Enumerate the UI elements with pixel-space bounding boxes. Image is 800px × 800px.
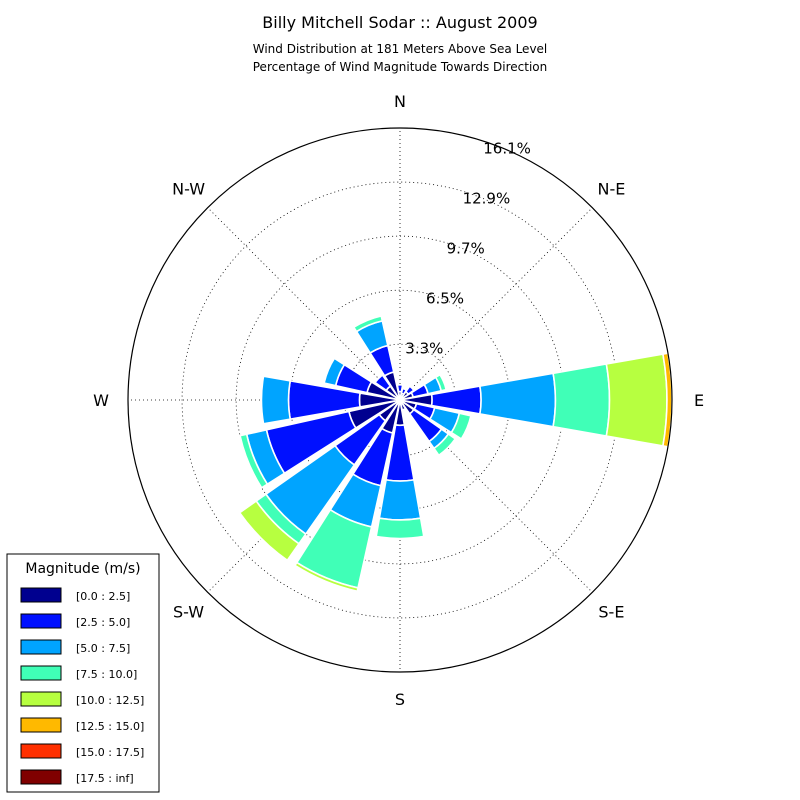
direction-label: N-W bbox=[172, 180, 205, 199]
legend-swatch bbox=[20, 717, 62, 733]
legend-label: [17.5 : inf] bbox=[76, 772, 134, 785]
wind-bar-segment bbox=[478, 372, 557, 428]
wind-bar-segment bbox=[434, 373, 448, 392]
legend-swatch bbox=[20, 769, 62, 785]
chart-title: Billy Mitchell Sodar :: August 2009 bbox=[262, 13, 537, 32]
legend-swatch bbox=[20, 613, 62, 629]
wind-bar-segment bbox=[238, 499, 301, 562]
direction-label: W bbox=[93, 391, 109, 410]
grid-spoke bbox=[207, 207, 401, 401]
legend-entries: [0.0 : 2.5] [2.5 : 5.0] [5.0 : 7.5] [7.5 : … bbox=[20, 587, 144, 785]
direction-label: N bbox=[394, 92, 406, 111]
wind-bar-segment bbox=[293, 561, 359, 593]
legend-label: [5.0 : 7.5] bbox=[76, 642, 130, 655]
legend-label: [10.0 : 12.5] bbox=[76, 694, 144, 707]
radial-tick-label: 9.7% bbox=[447, 240, 485, 258]
outer-circle bbox=[127, 127, 673, 673]
direction-label: S-W bbox=[173, 602, 204, 621]
legend-label: [2.5 : 5.0] bbox=[76, 616, 130, 629]
legend-swatch bbox=[20, 587, 62, 603]
wind-bar-segment bbox=[378, 478, 422, 521]
legend-swatch bbox=[20, 691, 62, 707]
chart-subtitle-line-2: Percentage of Wind Magnitude Towards Dir… bbox=[253, 60, 547, 74]
wind-bar-segment bbox=[432, 432, 457, 457]
direction-label: N-E bbox=[597, 180, 625, 199]
legend-label: [15.0 : 17.5] bbox=[76, 746, 144, 759]
radial-tick-label: 16.1% bbox=[483, 140, 531, 158]
legend-label: [7.5 : 10.0] bbox=[76, 668, 137, 681]
direction-labels: N N-E E S-E S S-W W N-W bbox=[93, 92, 704, 709]
direction-label: S bbox=[395, 690, 405, 709]
wind-bar-segment bbox=[375, 517, 425, 540]
legend-swatch bbox=[20, 743, 62, 759]
legend: Magnitude (m/s) [0.0 : 2.5] [2.5 : 5.0] [5… bbox=[6, 553, 160, 793]
legend-swatch bbox=[20, 665, 62, 681]
wind-bar-segment bbox=[323, 357, 346, 387]
wind-bar-segment bbox=[605, 353, 668, 447]
legend-title: Magnitude (m/s) bbox=[25, 561, 140, 577]
legend-label: [12.5 : 15.0] bbox=[76, 720, 144, 733]
wind-bar-segment bbox=[552, 363, 611, 437]
radial-tick-label: 6.5% bbox=[426, 290, 464, 308]
radial-tick-labels: 3.3% 6.5% 9.7% 12.9% 16.1% bbox=[405, 140, 531, 358]
wind-bar-segment bbox=[260, 375, 292, 425]
wind-bar-segment bbox=[239, 433, 269, 489]
radial-tick-label: 3.3% bbox=[405, 339, 443, 357]
wind-bar-segment bbox=[352, 314, 384, 333]
legend-label: [0.0 : 2.5] bbox=[76, 590, 130, 603]
wind-bars bbox=[238, 314, 673, 593]
radial-tick-label: 12.9% bbox=[463, 190, 511, 208]
direction-label: S-E bbox=[598, 602, 624, 621]
wind-bar-segment bbox=[450, 412, 472, 441]
direction-label: E bbox=[694, 391, 704, 410]
chart-subtitle-line-1: Wind Distribution at 181 Meters Above Se… bbox=[253, 42, 548, 56]
legend-swatch bbox=[20, 639, 62, 655]
